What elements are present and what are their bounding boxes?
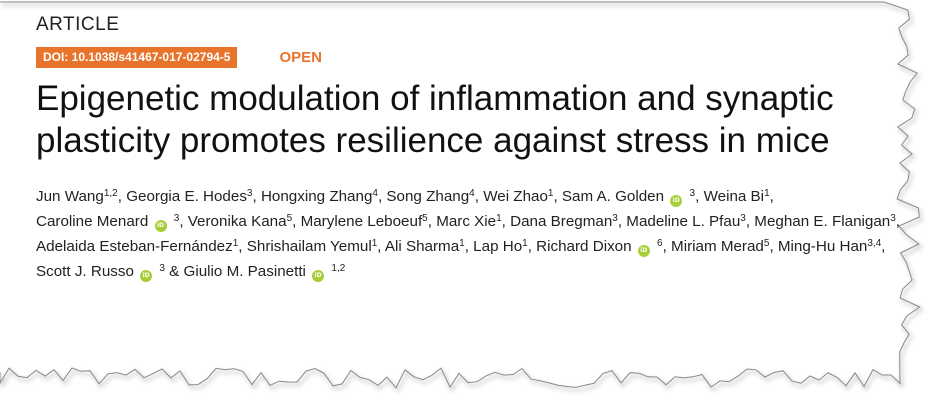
- author-item[interactable]: Adelaida Esteban-Fernández1: [36, 238, 238, 255]
- affiliation-number: 4: [372, 188, 378, 199]
- author-item[interactable]: Madeline L. Pfau3: [626, 213, 746, 230]
- affiliation-number: 3: [740, 213, 746, 224]
- author-name[interactable]: Lap Ho: [473, 238, 523, 255]
- author-item[interactable]: Caroline Menard iD 3: [36, 213, 180, 232]
- author-name[interactable]: Miriam Merad: [671, 238, 764, 255]
- author-item[interactable]: Marc Xie1: [436, 213, 501, 230]
- open-access-label: OPEN: [279, 48, 322, 66]
- affiliation-number: 1: [522, 238, 528, 249]
- affiliation-number: 3,4: [867, 238, 882, 249]
- author-item[interactable]: Georgia E. Hodes3: [126, 188, 252, 205]
- affiliation-number: 1,2: [103, 188, 118, 199]
- author-name[interactable]: Adelaida Esteban-Fernández: [36, 238, 233, 255]
- affiliation-number: 5: [286, 213, 293, 224]
- article-title: Epigenetic modulation of inflammation an…: [36, 79, 834, 160]
- orcid-icon[interactable]: iD: [312, 270, 325, 282]
- author-name[interactable]: Shrishailam Yemul: [246, 238, 372, 255]
- affiliation-number: 3: [159, 263, 165, 274]
- affiliation-number: 6: [657, 238, 663, 249]
- author-name[interactable]: Madeline L. Pfau: [626, 213, 741, 230]
- author-name[interactable]: Georgia E. Hodes: [126, 188, 247, 205]
- author-name[interactable]: Jun Wang: [36, 188, 104, 205]
- author-name[interactable]: Hongxing Zhang: [260, 188, 373, 205]
- author-item[interactable]: Weina Bi1: [704, 188, 770, 205]
- author-item[interactable]: Giulio M. Pasinetti iD 1,2: [183, 263, 346, 282]
- affiliation-number: 5: [763, 238, 770, 249]
- affiliation-number: 1: [371, 238, 378, 249]
- author-item[interactable]: Ming-Hu Han3,4: [778, 238, 881, 255]
- author-item[interactable]: Richard Dixon iD 6: [536, 238, 663, 257]
- affiliation-number: 1,2: [331, 263, 346, 274]
- affiliation-number: 1: [764, 188, 770, 199]
- author-item[interactable]: Ali Sharma1: [385, 238, 465, 255]
- affiliation-number: 1: [459, 238, 465, 249]
- author-name[interactable]: Ming-Hu Han: [777, 238, 868, 255]
- author-item[interactable]: Wei Zhao1: [483, 188, 553, 205]
- author-item[interactable]: Shrishailam Yemul1: [247, 238, 378, 255]
- author-list: Jun Wang1,2, Georgia E. Hodes3, Hongxing…: [36, 188, 901, 282]
- author-name[interactable]: Ali Sharma: [384, 238, 460, 255]
- author-name[interactable]: Marc Xie: [436, 213, 497, 230]
- author-item[interactable]: Lap Ho1: [473, 238, 528, 255]
- author-name[interactable]: Meghan E. Flanigan: [754, 213, 891, 230]
- author-item[interactable]: Marylene Leboeuf5: [301, 213, 428, 230]
- author-name[interactable]: Marylene Leboeuf: [300, 213, 423, 230]
- author-name[interactable]: Veronika Kana: [187, 213, 287, 230]
- author-item[interactable]: Jun Wang1,2: [36, 188, 118, 205]
- orcid-icon[interactable]: iD: [154, 220, 167, 232]
- author-name[interactable]: Scott J. Russo: [36, 263, 134, 280]
- affiliation-number: 1: [547, 188, 554, 199]
- affiliation-number: 1: [232, 238, 239, 249]
- affiliation-number: 1: [496, 213, 502, 224]
- author-name[interactable]: Weina Bi: [703, 188, 765, 205]
- affiliation-number: 4: [469, 188, 475, 199]
- author-item[interactable]: Miriam Merad5: [671, 238, 769, 255]
- author-name[interactable]: Sam A. Golden: [561, 188, 665, 205]
- affiliation-number: 3: [246, 188, 253, 199]
- affiliation-number: 5: [422, 213, 428, 224]
- orcid-icon[interactable]: iD: [140, 270, 153, 282]
- author-item[interactable]: Dana Bregman3: [510, 213, 618, 230]
- author-name[interactable]: Richard Dixon: [536, 238, 632, 255]
- author-item[interactable]: Song Zhang4: [386, 188, 474, 205]
- author-name[interactable]: Dana Bregman: [510, 213, 613, 230]
- orcid-icon[interactable]: iD: [670, 195, 683, 207]
- orcid-icon[interactable]: iD: [637, 245, 650, 257]
- author-item[interactable]: Sam A. Golden iD 3: [561, 188, 696, 207]
- affiliation-number: 3: [612, 213, 618, 224]
- affiliation-number: 3: [173, 213, 180, 224]
- author-name[interactable]: Caroline Menard: [36, 213, 149, 230]
- author-item[interactable]: Meghan E. Flanigan3: [754, 213, 896, 230]
- doi-badge[interactable]: DOI: 10.1038/s41467-017-02794-5: [36, 46, 238, 68]
- meta-row: DOI: 10.1038/s41467-017-02794-5 OPEN: [36, 46, 906, 68]
- section-label: ARTICLE: [36, 14, 120, 35]
- author-name[interactable]: Song Zhang: [386, 188, 470, 205]
- affiliation-number: 3: [890, 213, 896, 224]
- author-item[interactable]: Hongxing Zhang4: [261, 188, 378, 205]
- author-item[interactable]: Scott J. Russo iD 3: [36, 263, 165, 282]
- author-name[interactable]: Giulio M. Pasinetti: [183, 263, 306, 280]
- article-header: ARTICLE DOI: 10.1038/s41467-017-02794-5 …: [36, 14, 906, 284]
- author-name[interactable]: Wei Zhao: [483, 188, 548, 205]
- author-item[interactable]: Veronika Kana5: [188, 213, 292, 230]
- affiliation-number: 3: [689, 188, 696, 199]
